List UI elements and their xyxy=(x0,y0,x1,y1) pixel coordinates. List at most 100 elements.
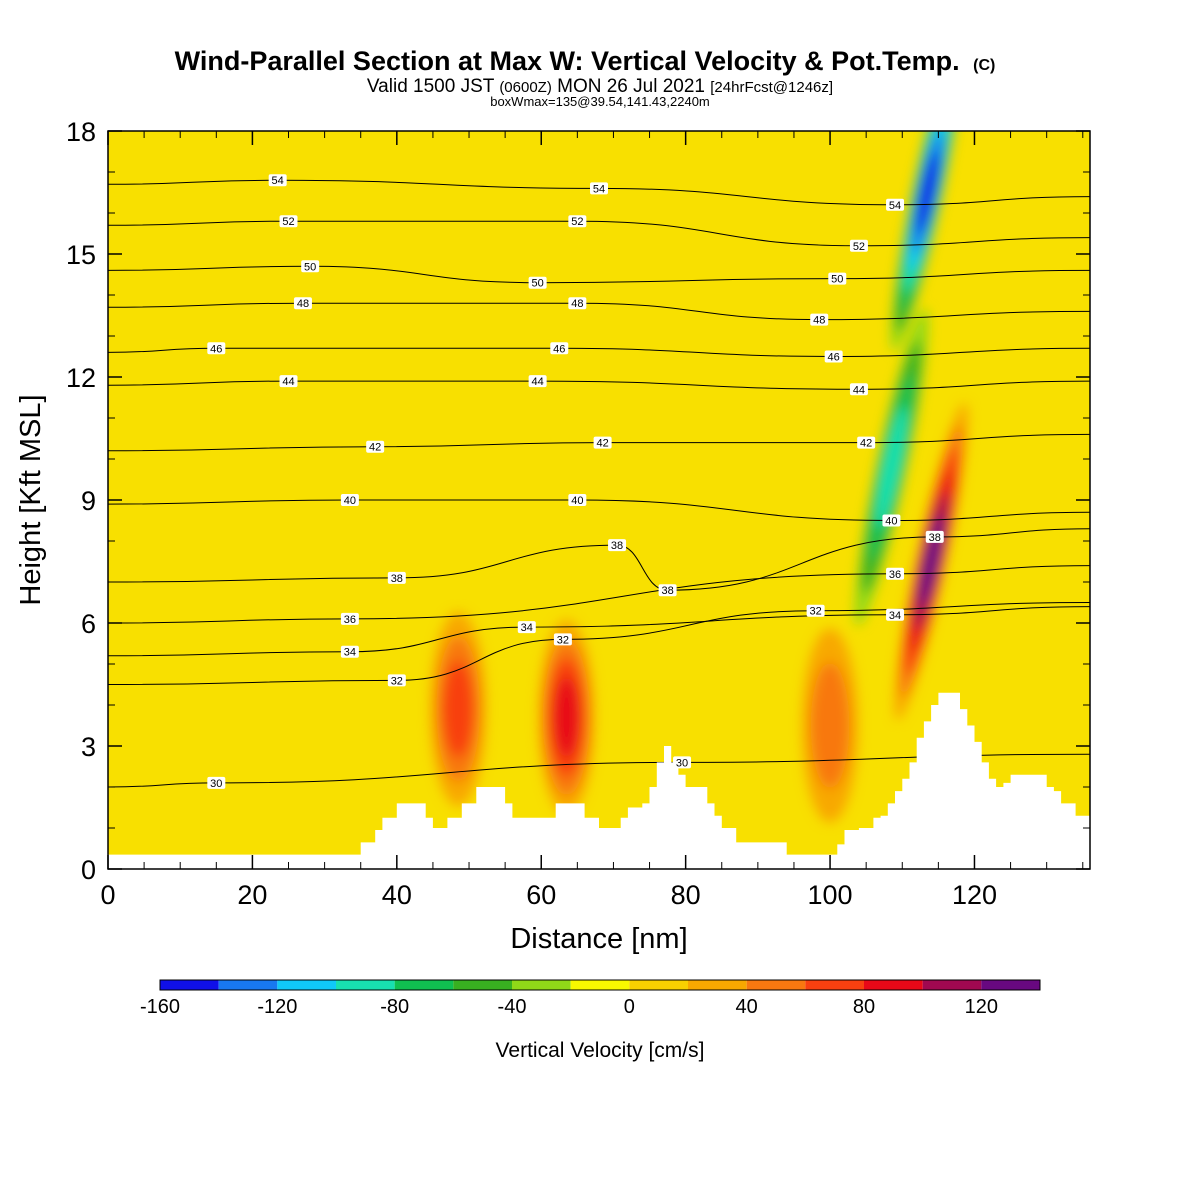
colorbar-swatch xyxy=(981,980,1040,990)
x-tick: 0 xyxy=(100,131,116,910)
svg-text:80: 80 xyxy=(671,880,701,910)
colorbar-swatch xyxy=(864,980,923,990)
svg-text:15: 15 xyxy=(66,240,96,270)
colorbar-swatch xyxy=(512,980,571,990)
terrain-mask xyxy=(108,692,1090,869)
svg-text:48: 48 xyxy=(297,298,309,310)
y-tick: 3 xyxy=(81,732,1090,762)
svg-text:52: 52 xyxy=(853,241,865,253)
colorbar-tick: 40 xyxy=(736,996,758,1018)
theta-contour-labels: 30 30 32 32 32 34 34 34 36 36 38 38 38 38 40 40 40 42 42 42… xyxy=(207,174,944,790)
svg-text:42: 42 xyxy=(596,438,608,450)
x-axis-label: Distance [nm] xyxy=(510,923,687,955)
contour-label: 50 xyxy=(528,276,547,290)
contour-label: 42 xyxy=(366,440,385,454)
theta-contour-50 xyxy=(108,265,1090,284)
svg-text:46: 46 xyxy=(828,352,840,364)
x-tick: 20 xyxy=(237,131,267,910)
svg-text:52: 52 xyxy=(571,216,583,228)
contour-label: 42 xyxy=(593,436,612,450)
colorbar-swatch xyxy=(805,980,864,990)
vertical-velocity-field xyxy=(430,131,968,823)
theta-contour-34 xyxy=(108,606,1090,657)
svg-text:9: 9 xyxy=(81,486,96,516)
theta-contour-36 xyxy=(108,565,1090,624)
contour-label: 54 xyxy=(886,198,905,212)
x-tick: 120 xyxy=(952,131,997,910)
colorbar-swatch xyxy=(160,980,219,990)
colorbar-swatch xyxy=(688,980,747,990)
svg-text:36: 36 xyxy=(344,614,356,626)
contour-label: 48 xyxy=(810,313,829,327)
contour-label: 50 xyxy=(828,272,847,286)
colorbar-tick: -160 xyxy=(140,996,180,1018)
svg-text:30: 30 xyxy=(676,757,688,769)
x-tick: 40 xyxy=(382,131,412,910)
contour-label: 46 xyxy=(824,350,843,364)
svg-text:32: 32 xyxy=(557,634,569,646)
contour-label: 44 xyxy=(279,375,298,388)
contour-label: 54 xyxy=(268,174,287,187)
y-tick: 18 xyxy=(66,117,1090,147)
svg-text:18: 18 xyxy=(66,117,96,147)
svg-text:0: 0 xyxy=(81,855,96,885)
svg-text:36: 36 xyxy=(889,569,901,581)
svg-text:6: 6 xyxy=(81,609,96,639)
colorbar-swatch xyxy=(218,980,278,990)
svg-text:20: 20 xyxy=(237,880,267,910)
colorbar-swatch xyxy=(570,980,630,990)
contour-label: 48 xyxy=(568,297,587,310)
colorbar-swatch xyxy=(336,980,395,990)
colorbar-swatch xyxy=(629,980,688,990)
x-axis-ticks: 0 20 40 60 80 100 120 xyxy=(100,131,1084,910)
contour-label: 50 xyxy=(301,260,320,273)
contour-label: 30 xyxy=(207,776,226,790)
colorbar-swatch xyxy=(453,980,512,990)
colorbar-frame xyxy=(159,979,1041,991)
theta-contour-30 xyxy=(108,753,1090,788)
contour-label: 52 xyxy=(568,215,587,228)
colorbar-tick: 0 xyxy=(624,996,635,1018)
svg-text:40: 40 xyxy=(885,516,897,528)
colorbar-tick: -80 xyxy=(380,996,409,1018)
colorbar-swatch xyxy=(277,980,336,990)
svg-text:40: 40 xyxy=(382,880,412,910)
svg-text:34: 34 xyxy=(344,647,356,659)
contour-label: 32 xyxy=(387,674,406,687)
info-line: boxWmax=135@39.54,141.43,2240m xyxy=(490,94,710,109)
contour-label: 38 xyxy=(925,530,944,544)
x-tick: 60 xyxy=(526,131,556,910)
x-tick: 80 xyxy=(671,131,701,910)
svg-text:38: 38 xyxy=(611,540,623,552)
svg-text:44: 44 xyxy=(282,376,294,388)
colorbar-tick: -120 xyxy=(257,996,297,1018)
contour-label: 34 xyxy=(517,621,536,634)
svg-text:60: 60 xyxy=(526,880,556,910)
colorbar-tick: -40 xyxy=(498,996,527,1018)
svg-text:38: 38 xyxy=(391,573,403,585)
contour-label: 36 xyxy=(886,567,905,581)
svg-text:32: 32 xyxy=(809,606,821,618)
contour-label: 44 xyxy=(849,383,868,396)
colorbar-tick: 80 xyxy=(853,996,875,1018)
svg-text:34: 34 xyxy=(889,610,901,622)
contour-label: 52 xyxy=(849,239,868,253)
y-axis-label: Height [Kft MSL] xyxy=(15,394,47,605)
contour-label: 38 xyxy=(387,571,406,585)
chart-title: Wind-Parallel Section at Max W: Vertical… xyxy=(175,46,996,76)
contour-label: 32 xyxy=(553,633,572,646)
svg-text:120: 120 xyxy=(952,880,997,910)
svg-text:48: 48 xyxy=(813,315,825,327)
svg-text:30: 30 xyxy=(210,778,222,790)
contour-label: 52 xyxy=(279,215,298,228)
theta-contour-52 xyxy=(108,220,1090,247)
contour-label: 46 xyxy=(207,342,226,355)
svg-text:42: 42 xyxy=(860,438,872,450)
contour-label: 54 xyxy=(590,182,608,195)
contour-label: 40 xyxy=(340,494,359,507)
svg-text:100: 100 xyxy=(808,880,853,910)
svg-text:54: 54 xyxy=(272,175,284,187)
colorbar-swatch xyxy=(922,980,982,990)
